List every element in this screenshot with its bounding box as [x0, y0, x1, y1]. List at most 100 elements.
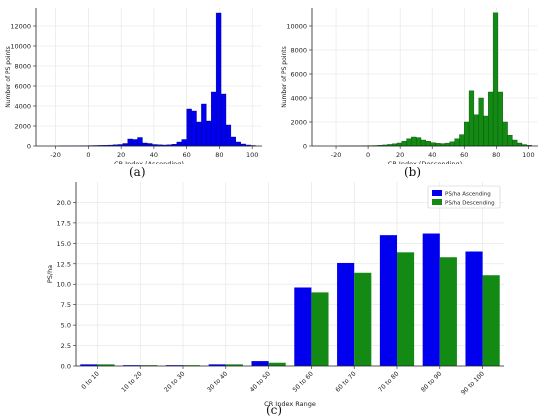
- histogram-bar: [425, 140, 431, 147]
- caption-c: (c): [266, 403, 283, 417]
- x-tick-label: 60 to 70: [334, 370, 357, 393]
- x-tick-label: 60: [460, 151, 468, 159]
- bar-descending: [268, 362, 286, 366]
- histogram-bar: [215, 12, 222, 147]
- histogram-bar: [415, 137, 422, 147]
- histogram-bar: [430, 142, 436, 147]
- x-tick-label: 40: [428, 151, 436, 159]
- bar-ascending: [165, 365, 183, 366]
- bar-ascending: [337, 262, 355, 366]
- y-tick-label: 7.5: [61, 301, 71, 309]
- legend-swatch: [432, 199, 442, 205]
- x-tick-label: 10 to 20: [120, 370, 143, 393]
- histogram-bar: [176, 141, 182, 147]
- y-tick-label: 2000: [14, 123, 31, 131]
- y-tick-label: 17.5: [57, 219, 71, 227]
- x-tick-label: 100: [246, 151, 258, 159]
- histogram-bar: [468, 90, 475, 147]
- histogram-bar: [137, 137, 143, 147]
- histogram-descending: 0 2000 4000 6000 8000 10000 -20 0 20 40 60 80 100 CR …: [281, 8, 538, 164]
- x-tick-label: 90 to 100: [460, 370, 486, 396]
- x-tick-label: 100: [522, 151, 534, 159]
- x-tick-label: 20: [117, 151, 125, 159]
- histogram-bar: [512, 139, 518, 147]
- bar-ascending: [251, 361, 269, 366]
- y-axis-label: Number of PS points: [5, 46, 12, 107]
- histogram-bar: [225, 124, 232, 147]
- histogram-bar: [142, 142, 148, 147]
- y-tick-label: 12000: [10, 23, 31, 31]
- x-tick-label: 80 to 90: [420, 370, 443, 393]
- histogram-bar: [191, 110, 197, 147]
- histogram-bar: [464, 121, 470, 147]
- histogram-bar: [186, 108, 192, 147]
- bar-descending: [225, 364, 243, 366]
- bar-ascending: [465, 251, 483, 366]
- x-tick-label: 40: [150, 151, 158, 159]
- y-tick-label: 2000: [290, 119, 307, 127]
- caption-b: (b): [404, 165, 422, 179]
- y-tick-label: 4000: [290, 95, 307, 103]
- y-axis-label: Number of PS points: [281, 46, 288, 107]
- y-axis-label: PS/ha: [46, 265, 54, 283]
- histogram-bar: [459, 134, 465, 147]
- y-tick-label: 8000: [290, 47, 307, 55]
- y-tick-label: 10000: [286, 23, 307, 31]
- histogram-bar: [420, 139, 427, 147]
- legend-label: PS/ha Ascending: [445, 192, 491, 198]
- histogram-bar: [449, 141, 455, 147]
- histogram-bar: [127, 138, 133, 147]
- histogram-bar: [401, 140, 407, 147]
- x-tick-label: -20: [331, 151, 342, 159]
- legend-label: PS/ha Descending: [445, 201, 495, 207]
- y-tick-label: 20.0: [57, 199, 71, 207]
- histogram-bar: [211, 91, 217, 147]
- x-tick-label: -20: [50, 151, 61, 159]
- bar-ascending: [294, 287, 312, 366]
- histogram-bar: [454, 138, 460, 147]
- bar-descending: [140, 365, 158, 366]
- y-tick-label: 0: [303, 143, 307, 151]
- histogram-bar: [488, 91, 494, 147]
- bar-ascending: [123, 365, 141, 366]
- x-tick-label: 20 to 30: [163, 370, 186, 393]
- x-tick-label: 70 to 80: [377, 370, 400, 393]
- x-tick-label: 40 to 50: [249, 370, 272, 393]
- histogram-bar: [206, 120, 212, 147]
- x-tick-label: 50 to 60: [292, 370, 315, 393]
- bar-descending: [183, 365, 201, 366]
- x-tick-label: 20: [396, 151, 404, 159]
- bar-ascending: [422, 233, 440, 366]
- histogram-bar: [502, 121, 508, 147]
- legend-swatch: [432, 190, 442, 196]
- histogram-bar: [406, 138, 412, 147]
- y-tick-label: 0: [27, 143, 31, 151]
- bar-descending: [354, 272, 372, 366]
- histogram-bar: [220, 93, 227, 147]
- bar-descending: [97, 364, 115, 366]
- y-tick-label: 10000: [10, 43, 31, 51]
- bar-ascending: [208, 364, 226, 366]
- y-tick-label: 4000: [14, 103, 31, 111]
- histogram-ascending: 0 2000 4000 6000 8000 10000 12000 -20 0 20 40 60 80 1…: [5, 8, 262, 164]
- bar-chart-ps-per-ha: 0.0 2.5 5.0 7.5 10.0 12.5 15.0 17.5 20.0 0 to 10 1…: [46, 182, 504, 408]
- histogram-bar: [181, 139, 187, 147]
- histogram-bar: [478, 97, 484, 147]
- x-tick-label: 0 to 10: [80, 370, 101, 391]
- y-tick-label: 8000: [14, 63, 31, 71]
- histogram-bar: [235, 141, 241, 147]
- histogram-bar: [396, 142, 402, 147]
- histogram-bar: [497, 91, 503, 147]
- y-tick-label: 12.5: [57, 260, 71, 268]
- y-tick-label: 15.0: [57, 240, 71, 248]
- histogram-bar: [196, 121, 202, 147]
- histogram-bar: [411, 136, 417, 147]
- histogram-bar: [435, 143, 441, 147]
- histogram-bar: [444, 142, 451, 147]
- legend-box: [427, 185, 501, 209]
- caption-a: (a): [129, 165, 146, 179]
- histogram-bar: [516, 142, 523, 147]
- histogram-bar: [132, 139, 138, 147]
- x-axis-label: CR Index (Ascending): [114, 160, 184, 164]
- x-tick-label: 0: [86, 151, 90, 159]
